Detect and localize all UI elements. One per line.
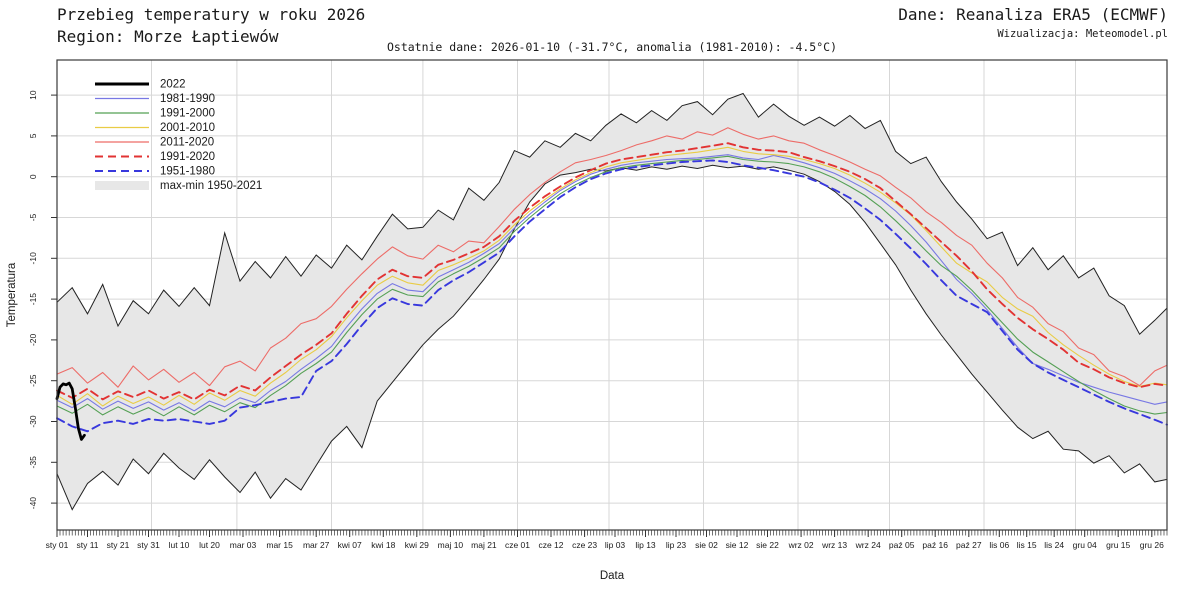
svg-text:gru 26: gru 26 [1140, 540, 1164, 550]
svg-text:paź 05: paź 05 [889, 540, 915, 550]
y-axis: 10 5 0 -5 -10 -15 -20 -25 -30 -35 -40 Temperatura [6, 90, 57, 509]
svg-text:sie 12: sie 12 [726, 540, 749, 550]
svg-text:5: 5 [28, 133, 38, 138]
svg-text:lis 24: lis 24 [1044, 540, 1064, 550]
legend-label: 2001-2010 [160, 122, 215, 134]
svg-text:sty 11: sty 11 [76, 540, 98, 550]
x-axis-title: Data [600, 570, 625, 582]
svg-text:sty 01: sty 01 [46, 540, 69, 550]
page-title: Przebieg temperatury w roku 2026 [57, 5, 366, 24]
series-2011-2020 [56, 127, 1168, 388]
svg-text:-5: -5 [28, 213, 38, 221]
svg-text:sty 31: sty 31 [137, 540, 160, 550]
svg-text:paź 16: paź 16 [922, 540, 948, 550]
series-2001-2010 [56, 146, 1168, 407]
svg-text:lut 20: lut 20 [199, 540, 220, 550]
legend-label: 1991-2000 [160, 108, 215, 120]
legend-label: 1981-1990 [160, 93, 215, 105]
svg-text:lip 23: lip 23 [666, 540, 687, 550]
svg-text:10: 10 [28, 90, 38, 100]
y-axis-title: Temperatura [6, 262, 18, 327]
svg-text:sty 21: sty 21 [107, 540, 130, 550]
legend-label: 2011-2020 [160, 137, 214, 149]
svg-text:-25: -25 [28, 374, 38, 387]
svg-text:lis 06: lis 06 [989, 540, 1009, 550]
legend: 2022 1981-1990 1991-2000 2001-2010 2011-2020… [95, 79, 262, 192]
series-1951-1980 [56, 159, 1168, 433]
svg-text:mar 03: mar 03 [230, 540, 257, 550]
svg-text:mar 15: mar 15 [266, 540, 293, 550]
latest-data-subtitle: Ostatnie dane: 2026-01-10 (-31.7°C, anom… [386, 40, 838, 54]
svg-text:wrz 24: wrz 24 [855, 540, 881, 550]
svg-text:-40: -40 [28, 497, 38, 510]
svg-text:maj 21: maj 21 [471, 540, 497, 550]
legend-label: max-min 1950-2021 [160, 180, 262, 192]
svg-text:cze 12: cze 12 [538, 540, 563, 550]
svg-text:lip 13: lip 13 [635, 540, 656, 550]
legend-label: 1951-1980 [160, 166, 215, 178]
region-title: Region: Morze Łaptiewów [57, 27, 279, 46]
svg-text:mar 27: mar 27 [303, 540, 330, 550]
max-min-band [57, 93, 1167, 510]
visualization-credit: Wizualizacja: Meteomodel.pl [997, 28, 1168, 40]
svg-text:gru 15: gru 15 [1106, 540, 1130, 550]
series-1991-2000 [56, 155, 1168, 417]
svg-text:lip 03: lip 03 [605, 540, 626, 550]
svg-text:-15: -15 [28, 293, 38, 306]
svg-text:-35: -35 [28, 456, 38, 469]
series-1981-1990 [56, 154, 1168, 412]
svg-text:gru 04: gru 04 [1073, 540, 1097, 550]
series-1991-2020 [56, 142, 1168, 401]
svg-text:maj 10: maj 10 [438, 540, 464, 550]
svg-text:kwi 07: kwi 07 [338, 540, 362, 550]
band-max-outline [56, 92, 1168, 336]
svg-text:-10: -10 [28, 252, 38, 265]
svg-text:kwi 29: kwi 29 [405, 540, 429, 550]
legend-label: 2022 [160, 79, 186, 91]
svg-text:-30: -30 [28, 415, 38, 428]
legend-label: 1991-2020 [160, 151, 215, 163]
svg-text:cze 23: cze 23 [572, 540, 597, 550]
svg-text:wrz 02: wrz 02 [788, 540, 814, 550]
svg-text:wrz 13: wrz 13 [821, 540, 847, 550]
series-2022 [55, 381, 86, 441]
x-axis: sty 01 sty 11 sty 21 sty 31 lut 10 lut 20 mar … [46, 530, 1168, 582]
svg-text:0: 0 [28, 174, 38, 179]
svg-text:lis 15: lis 15 [1017, 540, 1037, 550]
svg-text:sie 02: sie 02 [695, 540, 718, 550]
svg-text:-20: -20 [28, 333, 38, 346]
legend-band-swatch [95, 181, 149, 190]
svg-text:sie 22: sie 22 [756, 540, 779, 550]
data-source-label: Dane: Reanaliza ERA5 (ECMWF) [898, 5, 1168, 24]
svg-text:kwi 18: kwi 18 [371, 540, 395, 550]
svg-text:paź 27: paź 27 [956, 540, 982, 550]
svg-text:lut 10: lut 10 [169, 540, 190, 550]
svg-text:cze 01: cze 01 [505, 540, 530, 550]
